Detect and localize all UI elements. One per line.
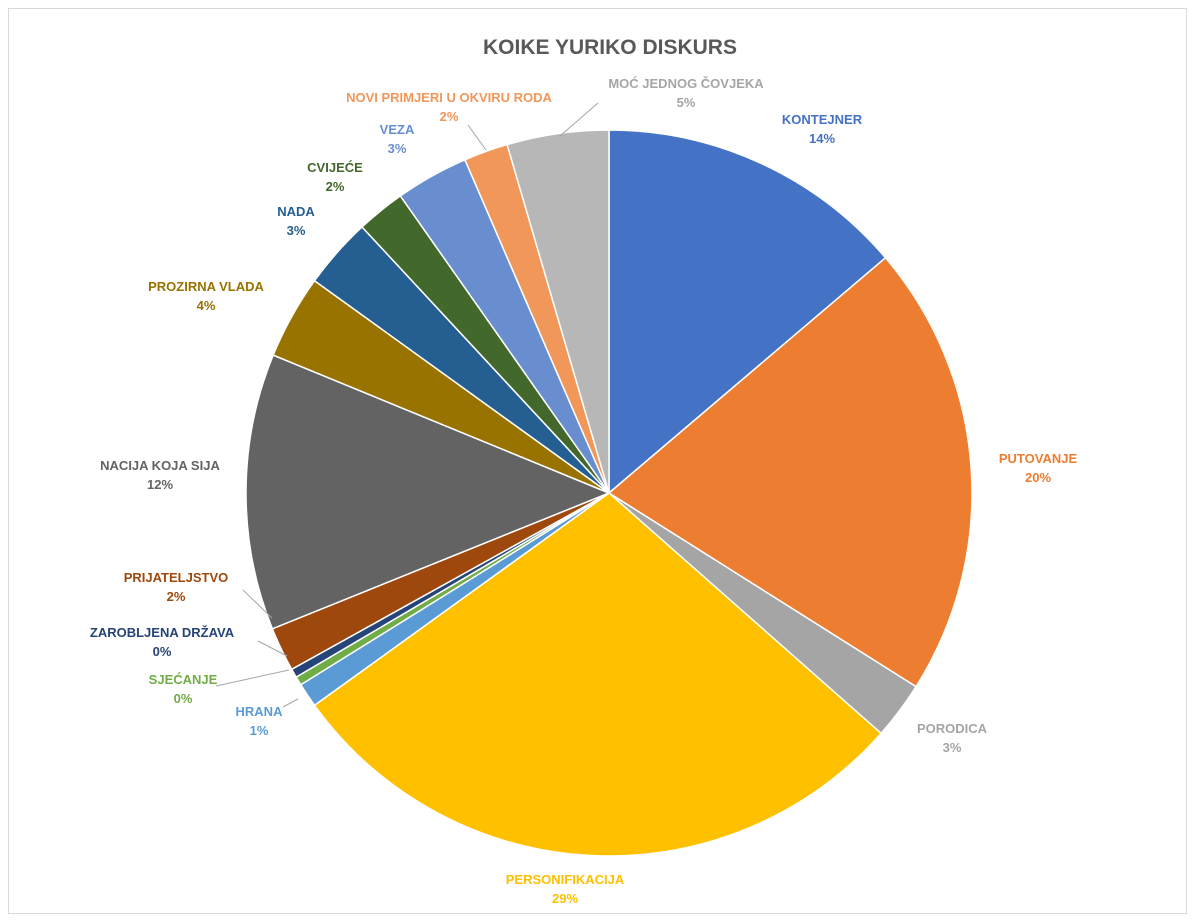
slice-label-name: NADA — [277, 204, 315, 219]
slice-label-value: 4% — [197, 298, 216, 313]
leader-line — [282, 698, 299, 708]
slice-label-value: 2% — [167, 589, 186, 604]
pie-slice-nacija-koja-sija — [245, 354, 611, 630]
slice-label-name: PROZIRNA VLADA — [148, 279, 264, 294]
pie-slice-kontejner — [608, 129, 887, 495]
slice-label-name: NACIJA KOJA SIJA — [100, 458, 220, 473]
slice-label-name: PERSONIFIKACIJA — [506, 872, 625, 887]
slice-label-value: 29% — [552, 891, 578, 906]
slice-label-name: ZAROBLJENA DRŽAVA — [90, 625, 235, 640]
slice-label-name: SJEĆANJE — [149, 672, 218, 687]
slice-label-value: 14% — [809, 131, 835, 146]
slice-label-name: PORODICA — [917, 721, 988, 736]
slice-label-name: KONTEJNER — [782, 112, 863, 127]
slice-label-value: 1% — [250, 723, 269, 738]
pie-slices — [245, 129, 973, 857]
slice-label-value: 2% — [440, 109, 459, 124]
slice-label-name: VEZA — [380, 122, 415, 137]
slice-label-value: 0% — [153, 644, 172, 659]
slice-labels: KONTEJNER 14% PUTOVANJE 20% PORODICA 3% PERSON… — [90, 76, 1078, 906]
leader-line — [257, 640, 288, 657]
slice-label-name: PUTOVANJE — [999, 451, 1078, 466]
slice-label-name: PRIJATELJSTVO — [124, 570, 229, 585]
slice-label-name: NOVI PRIMJERI U OKVIRU RODA — [346, 90, 552, 105]
leader-line — [242, 589, 273, 619]
slice-label-value: 20% — [1025, 470, 1051, 485]
slice-label-value: 2% — [326, 179, 345, 194]
pie-slice-mo-jednog-ovjeka — [506, 129, 610, 494]
pie-slice-personifikacija — [313, 492, 883, 857]
slice-label-value: 5% — [677, 95, 696, 110]
chart-title: KOIKE YURIKO DISKURS — [483, 36, 737, 59]
leader-lines — [215, 102, 599, 708]
leader-line — [215, 669, 290, 687]
slice-label-value: 3% — [943, 740, 962, 755]
slice-label-value: 3% — [287, 223, 306, 238]
slice-label-value: 3% — [388, 141, 407, 156]
leader-line — [467, 124, 487, 151]
slice-label-value: 12% — [147, 477, 173, 492]
slice-label-value: 0% — [174, 691, 193, 706]
slice-label-name: MOĆ JEDNOG ČOVJEKA — [608, 76, 764, 91]
slice-label-name: CVIJEĆE — [307, 160, 363, 175]
pie-slice-putovanje — [607, 256, 973, 688]
leader-line — [559, 102, 599, 137]
slice-label-name: HRANA — [236, 704, 284, 719]
